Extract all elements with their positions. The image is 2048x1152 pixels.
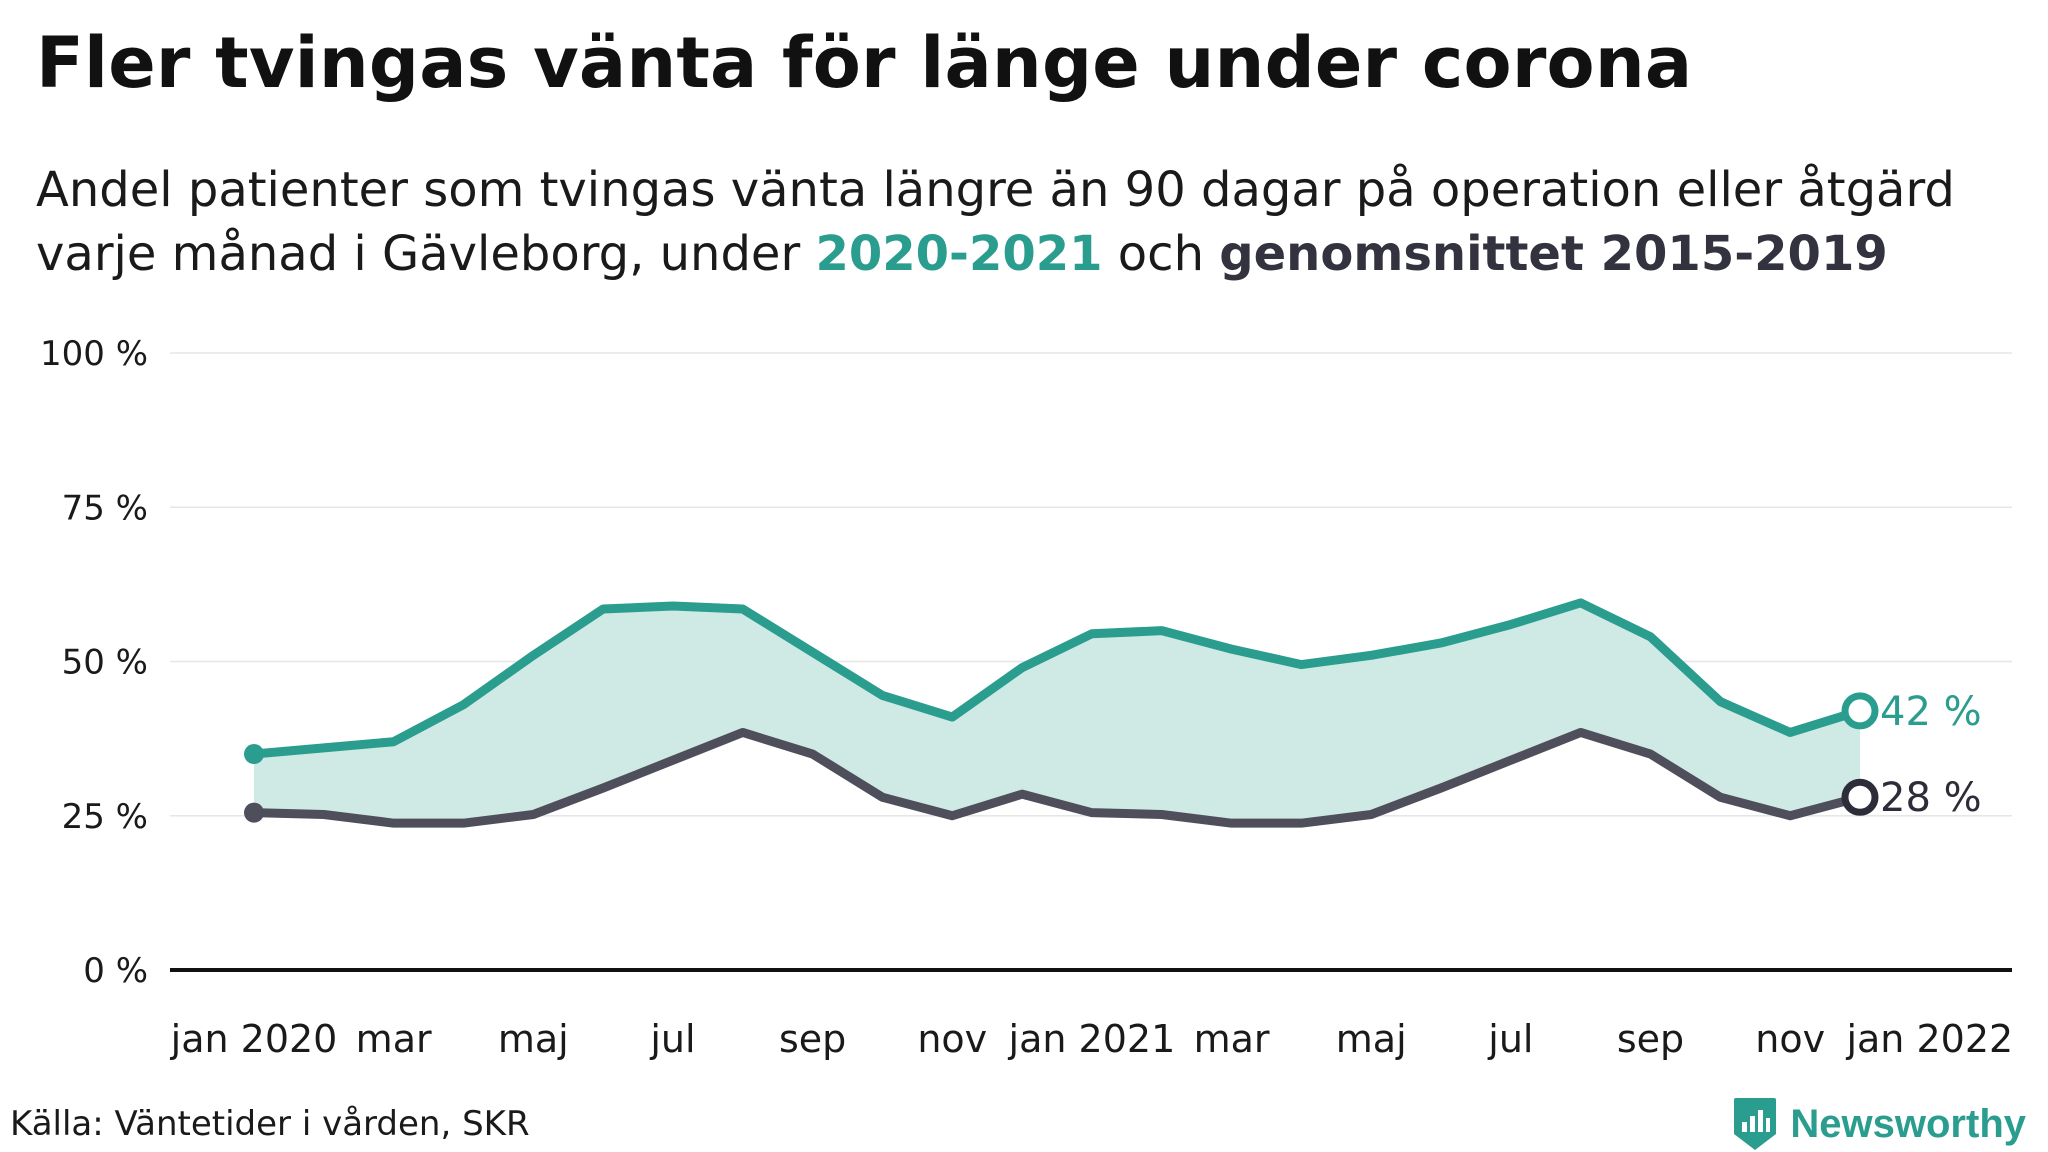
subtitle-line-2: varje månad i Gävleborg, under 2020-2021… [36, 222, 2046, 286]
y-axis-tick-labels: 0 % 25 % 50 % 75 % 100 % [40, 334, 148, 991]
x-tick-label: jan 2020 [170, 1017, 338, 1061]
y-tick-label: 25 % [62, 797, 148, 837]
area-between-series [254, 602, 1860, 824]
x-tick-label: jan 2021 [1008, 1017, 1176, 1061]
series-markers [244, 692, 1879, 823]
x-tick-label: jul [1487, 1017, 1533, 1061]
x-axis-tick-labels: jan 2020 mar maj jul sep nov jan 2021 mar maj jul… [170, 1017, 2014, 1061]
chart-title: Fler tvingas vänta för länge under coron… [36, 22, 1693, 104]
series-2020-2021-end-point [1841, 692, 1879, 730]
x-tick-label: nov [1755, 1017, 1825, 1061]
average-line [249, 727, 1865, 828]
y-tick-label: 75 % [62, 488, 148, 528]
subtitle-text: varje månad i Gävleborg, under [36, 226, 816, 282]
x-tick-label: maj [498, 1017, 569, 1061]
series-2020-2021-start-point [244, 744, 264, 765]
bar-chart-badge-icon [1734, 1098, 1777, 1150]
y-tick-label: 100 % [40, 334, 148, 374]
chart-subtitle: Andel patienter som tvingas vänta längre… [36, 158, 2046, 286]
subtitle-text-connector: och [1102, 226, 1220, 282]
series-2020-2021-end-label: 42 % [1880, 689, 1982, 735]
average-start-point [244, 802, 264, 823]
average-end-label: 28 % [1880, 775, 1982, 821]
series-2020-2021-line [249, 598, 1865, 759]
end-labels: 42 % 28 % [1880, 689, 1982, 821]
x-tick-label: sep [779, 1017, 846, 1061]
subtitle-line-1: Andel patienter som tvingas vänta längre… [36, 162, 1955, 218]
x-tick-label: mar [356, 1017, 432, 1061]
average-end-point [1841, 778, 1879, 816]
x-tick-label: sep [1617, 1017, 1684, 1061]
series-lines [249, 598, 1865, 828]
x-tick-label: jul [649, 1017, 695, 1061]
subtitle-highlight-average: genomsnittet 2015-2019 [1219, 226, 1888, 282]
area-between-series [254, 602, 1860, 824]
subtitle-highlight-2020-2021: 2020-2021 [815, 226, 1103, 282]
x-tick-label: jan 2022 [1845, 1017, 2013, 1061]
brand-name: Newsworthy [1790, 1101, 2026, 1146]
newsworthy-logo: Newsworthy [1732, 1096, 2026, 1152]
x-tick-label: maj [1336, 1017, 1407, 1061]
y-tick-label: 50 % [62, 643, 148, 683]
x-tick-label: mar [1194, 1017, 1270, 1061]
x-tick-label: nov [917, 1017, 987, 1061]
y-tick-label: 0 % [83, 951, 148, 991]
source-note: Källa: Väntetider i vården, SKR [10, 1104, 530, 1144]
